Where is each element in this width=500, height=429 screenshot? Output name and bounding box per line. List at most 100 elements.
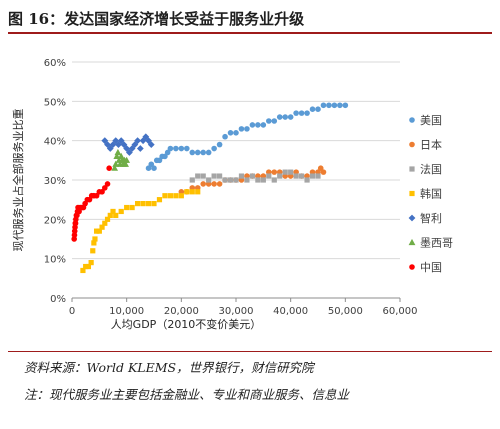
legend-label: 韩国 (420, 187, 442, 201)
data-point (123, 156, 131, 163)
y-tick-label: 0% (50, 294, 66, 305)
data-point (276, 114, 283, 120)
data-point (122, 160, 129, 167)
data-point (106, 165, 112, 171)
data-point (227, 177, 234, 183)
data-point (189, 189, 195, 195)
y-tick-label: 10% (44, 255, 66, 266)
data-point (173, 193, 179, 199)
data-point (162, 193, 168, 199)
data-point (178, 193, 184, 199)
data-point (320, 102, 327, 109)
x-tick-label: 40,000 (273, 306, 308, 317)
data-point (331, 102, 338, 109)
data-point (260, 122, 267, 128)
footnote: 注：现代服务业主要包括金融业、专业和商业服务、信息业 (24, 387, 350, 402)
data-point (167, 193, 173, 199)
data-point (114, 148, 122, 156)
data-point (99, 224, 105, 230)
data-point (337, 102, 343, 109)
data-point (99, 189, 105, 195)
data-point (260, 177, 266, 183)
data-point (102, 220, 108, 226)
data-point (200, 181, 206, 187)
data-point (195, 173, 201, 179)
data-point (83, 263, 89, 270)
data-point (142, 133, 150, 141)
data-point (151, 201, 157, 207)
data-point (277, 173, 283, 179)
data-point (282, 114, 289, 120)
data-point (184, 189, 190, 195)
footer-divider (8, 351, 492, 352)
data-point (211, 173, 217, 179)
data-point (126, 149, 133, 156)
data-point (93, 192, 100, 199)
data-point (217, 173, 223, 179)
title-divider (8, 32, 492, 34)
data-point (309, 173, 316, 179)
data-point (216, 181, 223, 187)
data-point (104, 181, 111, 187)
data-point (115, 141, 122, 148)
y-tick-label: 50% (44, 97, 66, 108)
legend-marker (409, 166, 415, 172)
series-2 (189, 169, 321, 183)
data-point (145, 137, 152, 145)
data-point (304, 177, 310, 183)
data-point (156, 197, 163, 203)
data-point (288, 169, 294, 175)
legend-label: 法国 (420, 162, 442, 176)
data-point (244, 177, 250, 183)
data-point (85, 263, 91, 270)
data-point (147, 141, 155, 148)
data-point (106, 145, 114, 152)
data-point (167, 145, 174, 152)
data-point (148, 161, 155, 168)
data-point (222, 177, 228, 183)
title-bar: 图 16：发达国家经济增长受益于服务业升级 (0, 0, 500, 36)
data-point (96, 228, 102, 234)
data-point (244, 126, 250, 132)
data-point (271, 169, 278, 175)
data-point (124, 204, 130, 211)
x-tick-label: 20,000 (164, 306, 199, 317)
data-point (102, 185, 108, 191)
data-point (271, 177, 277, 183)
data-point (112, 160, 120, 167)
legend-label: 中国 (420, 261, 442, 274)
data-point (315, 106, 321, 112)
data-point (111, 164, 119, 171)
data-point (117, 152, 125, 159)
x-tick-label: 30,000 (219, 306, 254, 317)
legend-marker (409, 190, 415, 197)
data-point (266, 173, 272, 179)
data-point (249, 173, 255, 179)
data-point (135, 201, 141, 207)
data-point (145, 165, 152, 171)
series-5 (111, 148, 131, 171)
source-note: 资料来源：World KLEMS，世界银行，财信研究院 (24, 360, 314, 375)
data-point (315, 173, 321, 179)
series-6 (71, 165, 112, 242)
data-point (189, 149, 196, 156)
series-0 (145, 102, 349, 171)
data-point (293, 173, 299, 179)
data-point (140, 201, 146, 207)
data-point (107, 212, 113, 218)
data-point (238, 173, 245, 179)
data-point (342, 102, 349, 109)
series-4 (101, 133, 155, 156)
legend-label: 智利 (420, 211, 442, 225)
data-point (113, 212, 119, 218)
data-point (271, 118, 278, 124)
data-point (233, 177, 239, 183)
legend-marker (408, 238, 416, 246)
data-point (88, 260, 94, 266)
data-point (104, 216, 111, 222)
scatter-chart: 0% 10% 20% 30% 40% 50% 60% 0 10,000 20,000 30,000 4… (11, 58, 453, 331)
data-point (211, 145, 217, 152)
data-point (128, 145, 136, 152)
data-point (90, 248, 96, 254)
data-point (287, 114, 294, 120)
